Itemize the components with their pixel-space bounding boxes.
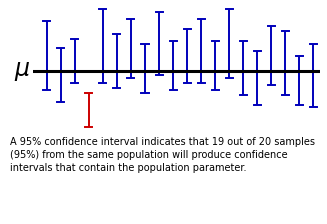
Text: $\mu$: $\mu$ [14, 58, 30, 83]
Text: A 95% confidence interval indicates that 19 out of 20 samples
(95%) from the sam: A 95% confidence interval indicates that… [10, 137, 315, 173]
